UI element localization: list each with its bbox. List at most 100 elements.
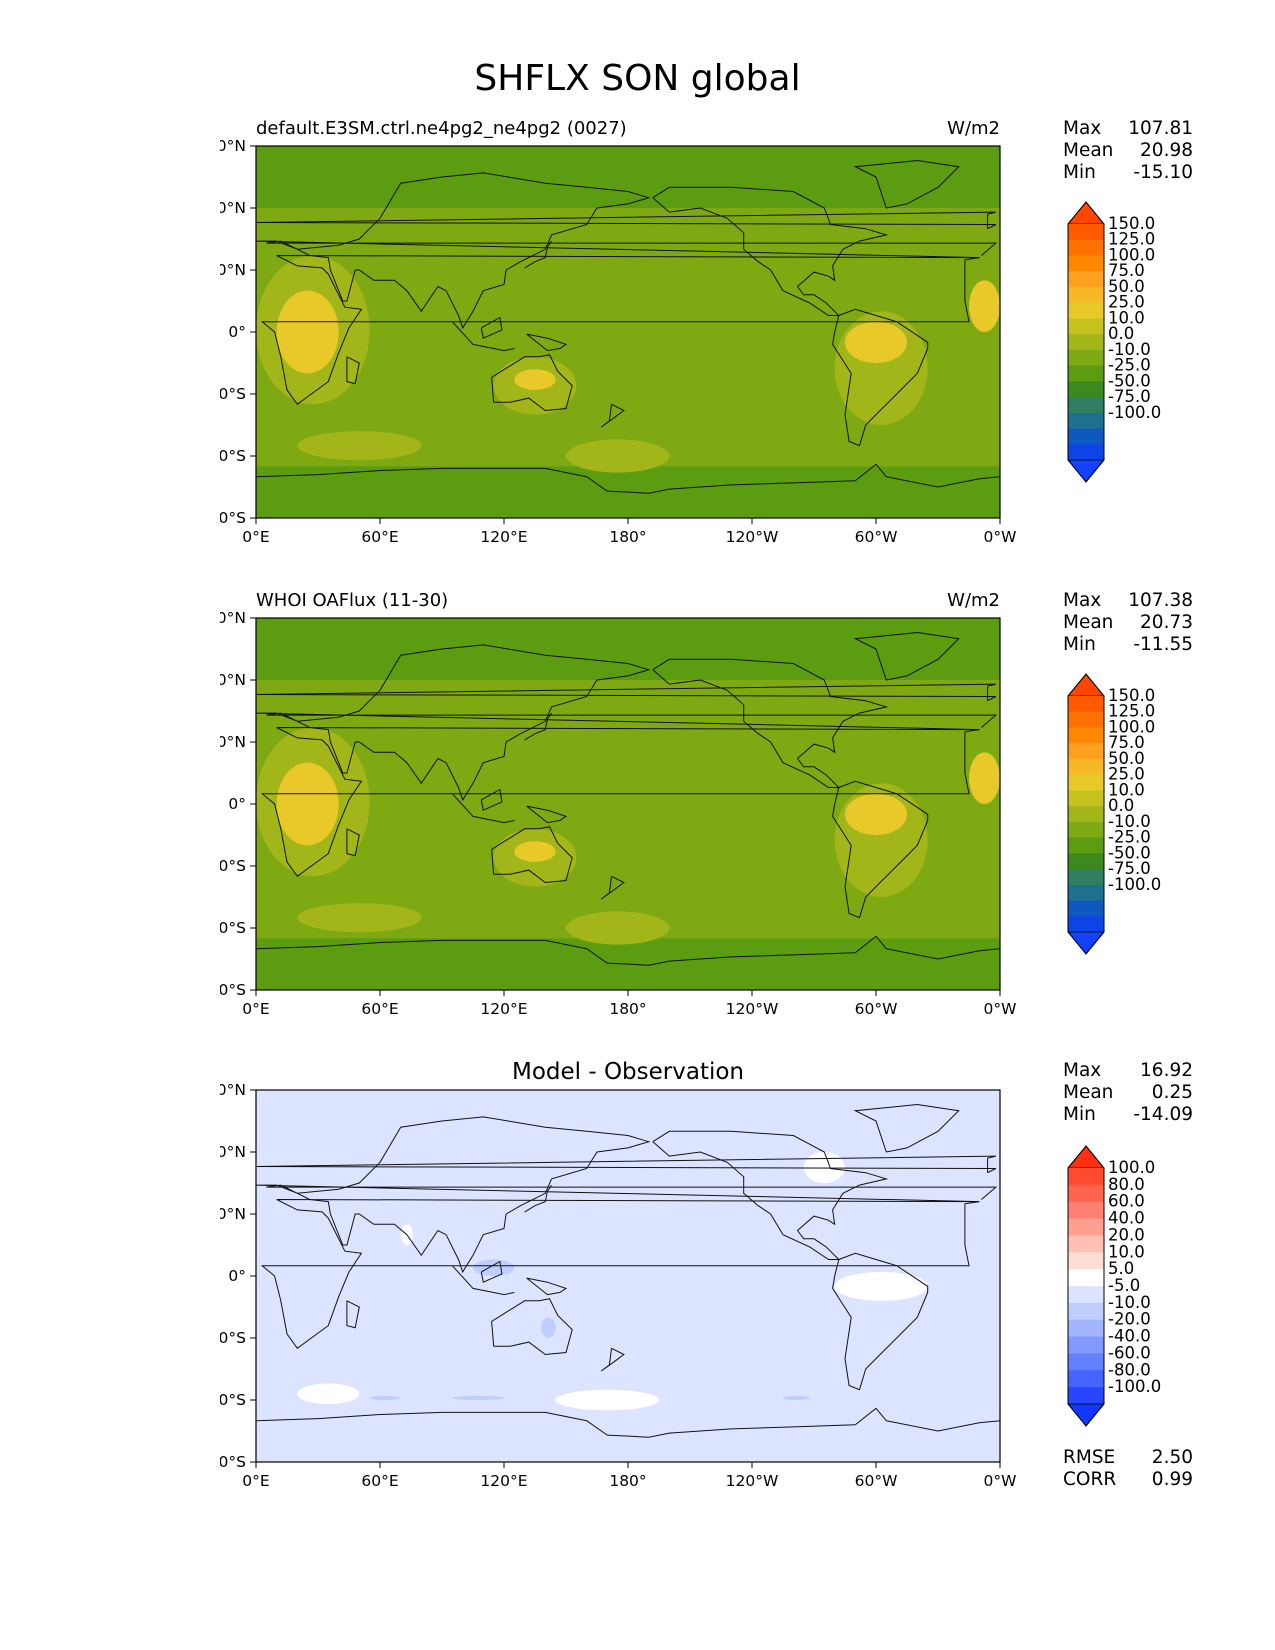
y-tick-label: 90°S: [220, 981, 246, 999]
y-tick-label: 30°N: [220, 1205, 246, 1223]
colorbar: 100.080.060.040.020.010.05.0-5.0-10.0-20…: [1067, 1145, 1161, 1427]
coastline: [256, 1116, 998, 1274]
coastline: [260, 1199, 980, 1350]
panel-title-left: default.E3SM.ctrl.ne4pg2_ne4pg2 (0027): [256, 118, 627, 139]
stat-row: Mean 20.73: [1063, 612, 1193, 634]
stat-value: -15.10: [1133, 162, 1193, 183]
stat-label: Min: [1063, 1104, 1096, 1125]
y-tick-label: 60°N: [220, 199, 246, 217]
coastline: [256, 1155, 997, 1174]
colorbar-label: 150.0: [1108, 686, 1155, 705]
colorbar-segment: [1068, 1168, 1104, 1186]
stat-row: Min -15.10: [1063, 162, 1193, 184]
figure-title: SHFLX SON global: [474, 58, 801, 99]
coastline: [652, 1130, 889, 1260]
colorbar-outline: [1067, 673, 1105, 955]
colorbar-label: -50.0: [1108, 371, 1151, 390]
stat-label: Mean: [1063, 1082, 1114, 1103]
coastline: [480, 1260, 503, 1283]
panel-units: W/m2: [947, 118, 1000, 139]
y-tick-label: 90°S: [220, 509, 246, 527]
coastline: [832, 308, 929, 447]
stat-value: 0.99: [1151, 1469, 1193, 1490]
colorbar-segment: [1068, 916, 1104, 933]
colorbar-segment: [1068, 334, 1104, 351]
stat-row: Max 107.38: [1063, 590, 1193, 612]
colorbar-outline: [1067, 201, 1105, 483]
colorbar: 150.0125.0100.075.050.025.010.00.0-10.0-…: [1067, 201, 1161, 483]
colorbar-segment: [1068, 837, 1104, 854]
colorbar-segment: [1068, 302, 1104, 319]
stat-row: Mean 20.98: [1063, 140, 1193, 162]
coastline: [346, 828, 360, 857]
field-region: [473, 1259, 515, 1276]
colorbar-segment: [1068, 884, 1104, 902]
field-region: [256, 618, 1000, 680]
stat-label: Max: [1063, 118, 1102, 139]
colorbar-label: -50.0: [1108, 843, 1151, 862]
colorbar-label: -80.0: [1108, 1360, 1151, 1379]
colorbar-segment: [1068, 397, 1104, 414]
coastline: [526, 333, 568, 352]
y-tick-label: 90°S: [220, 1453, 246, 1471]
colorbar-label: -25.0: [1108, 356, 1151, 375]
colorbar-outline: [1067, 1145, 1105, 1427]
coastline: [256, 644, 998, 802]
colorbar-segment: [1068, 821, 1104, 839]
colorbar-segment: [1068, 696, 1104, 713]
stats-box: Max 107.38 Mean 20.73 Min -11.55: [1063, 590, 1193, 656]
y-tick-label: 30°S: [220, 385, 246, 403]
colorbar-label: -10.0: [1108, 340, 1151, 359]
y-tick-label: 0°: [228, 1267, 246, 1285]
x-tick-label: 60°W: [855, 1000, 898, 1018]
colorbar-label: 0.0: [1108, 324, 1134, 343]
colorbar-segment: [1068, 1353, 1104, 1371]
colorbar-segment: [1068, 758, 1104, 776]
colorbar-label: 60.0: [1108, 1192, 1145, 1211]
coastline: [451, 793, 515, 824]
colorbar-segment: [1068, 869, 1104, 886]
x-tick-label: 120°E: [480, 528, 527, 546]
colorbar-label: 150.0: [1108, 214, 1155, 233]
rmse-corr-box: RMSE 2.50 CORR 0.99: [1063, 1447, 1193, 1491]
colorbar-segment: [1068, 239, 1104, 256]
map-plot-observation: 0°E 60°E 120°E 180° 120°W 60°W 0°W 90°N 60°N 30°N…: [220, 609, 1016, 1018]
colorbar-segment: [1068, 743, 1104, 760]
map-plot-model: 0°E 60°E 120°E 180° 120°W 60°W 0°W 90°N 60°N 30°N…: [220, 137, 1016, 546]
field-region: [297, 431, 422, 461]
colorbar-segment: [1068, 365, 1104, 382]
colorbar-segment: [1068, 1370, 1104, 1388]
field-region: [845, 793, 907, 835]
colorbar-segment: [1068, 1252, 1104, 1270]
colorbar-segment: [1068, 1302, 1104, 1321]
coastline: [526, 805, 568, 824]
field-region: [452, 1395, 504, 1400]
field-region: [803, 1152, 845, 1183]
colorbar-segment: [1068, 412, 1104, 430]
x-tick-label: 120°W: [726, 1472, 779, 1490]
colorbar-label: -75.0: [1108, 387, 1151, 406]
y-tick-label: 90°N: [220, 609, 246, 627]
colorbar-segment: [1068, 444, 1104, 461]
coastline: [256, 1407, 1000, 1438]
field-region: [845, 321, 907, 363]
stat-row: Mean 0.25: [1063, 1082, 1193, 1104]
stat-row: CORR 0.99: [1063, 1469, 1193, 1491]
stat-label: Mean: [1063, 612, 1114, 633]
colorbar-segment: [1068, 774, 1104, 791]
panel-title-left: WHOI OAFlux (11-30): [256, 590, 449, 611]
field-region: [969, 752, 1000, 804]
colorbar-label: -75.0: [1108, 859, 1151, 878]
colorbar-segment: [1068, 900, 1104, 917]
stat-label: Max: [1063, 590, 1102, 611]
stat-label: Min: [1063, 634, 1096, 655]
coastline: [491, 1298, 573, 1356]
y-tick-label: 0°: [228, 795, 246, 813]
field-region: [783, 1395, 810, 1400]
colorbar-segment: [1068, 1387, 1104, 1405]
colorbar-extend-bottom: [1067, 931, 1105, 955]
coastline: [652, 186, 889, 316]
x-tick-label: 60°W: [855, 528, 898, 546]
y-tick-label: 60°N: [220, 1143, 246, 1161]
coastline: [600, 1347, 625, 1372]
